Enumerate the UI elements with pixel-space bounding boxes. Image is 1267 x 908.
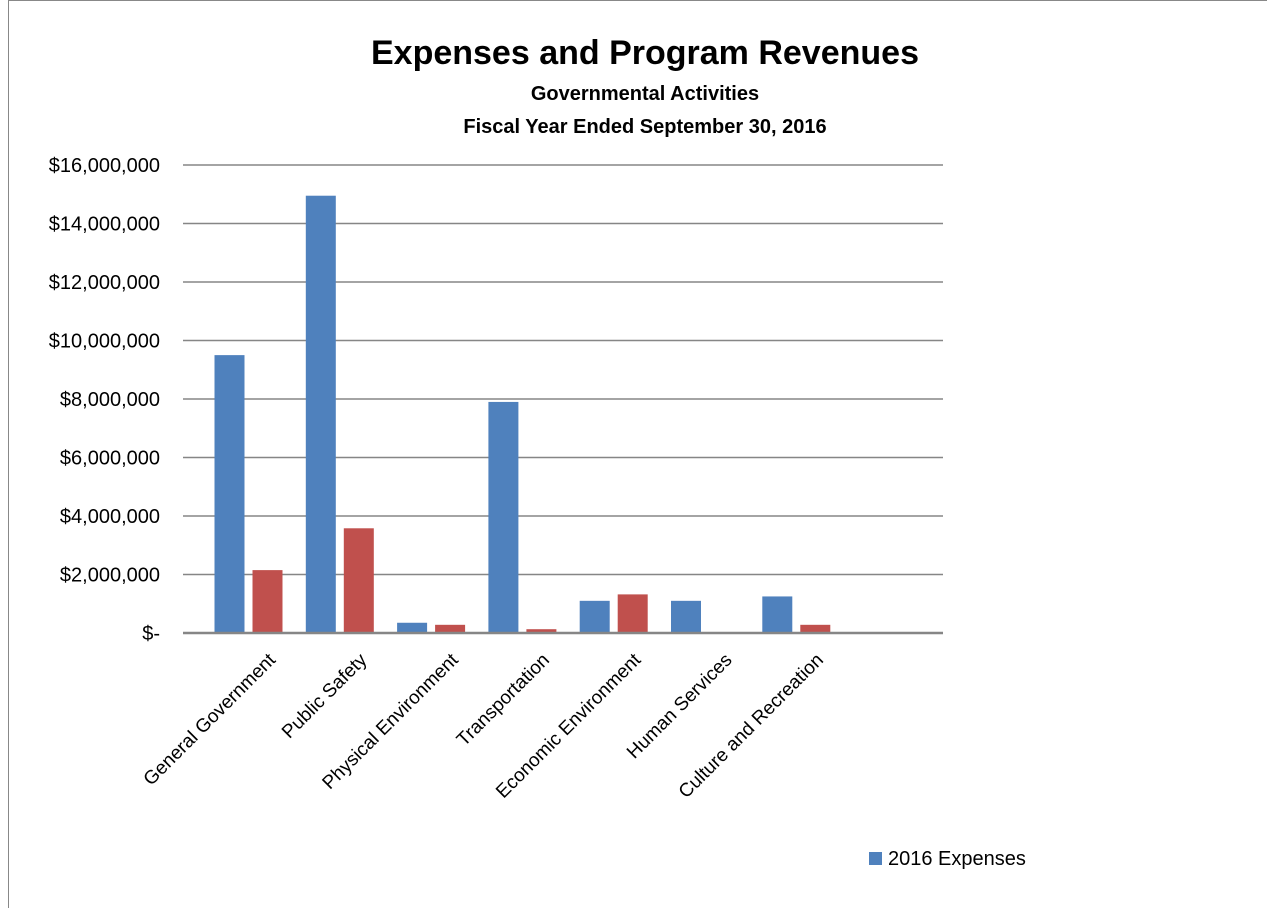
chart-subtitle-2: Fiscal Year Ended September 30, 2016	[463, 116, 826, 138]
y-tick-label: $14,000,000	[49, 214, 160, 236]
bar-series1-2	[435, 624, 466, 633]
legend-label: 2016 Expenses	[888, 848, 1026, 870]
bar-series1-6	[800, 624, 831, 633]
y-tick-label: $16,000,000	[49, 155, 160, 177]
bar-series0-2	[397, 622, 428, 633]
y-tick-label: $-	[142, 623, 160, 645]
y-tick-label: $4,000,000	[60, 506, 160, 528]
bar-series0-5	[671, 600, 701, 633]
y-tick-label: $2,000,000	[60, 565, 160, 587]
chart-frame	[8, 0, 1267, 908]
y-tick-label: $10,000,000	[49, 331, 160, 353]
bar-series0-1	[305, 195, 336, 633]
bar-series1-3	[526, 629, 557, 633]
x-tick-label: Transportation	[453, 650, 554, 751]
bar-series0-3	[488, 401, 519, 633]
bar-series0-0	[214, 355, 245, 633]
bar-series0-6	[762, 596, 793, 633]
x-tick-label: Public Safety	[278, 649, 372, 743]
bar-series1-4	[617, 594, 648, 633]
bar-series1-1	[343, 528, 374, 633]
y-tick-label: $8,000,000	[60, 389, 160, 411]
y-tick-label: $12,000,000	[49, 272, 160, 294]
bars	[214, 195, 831, 633]
bar-series0-4	[579, 600, 610, 633]
chart-subtitle-1: Governmental Activities	[531, 83, 759, 105]
legend-swatch	[869, 852, 882, 865]
chart-title: Expenses and Program Revenues	[371, 34, 919, 72]
y-axis-ticks: $- $2,000,000 $4,000,000 $6,000,000 $8,000,0…	[49, 155, 160, 645]
y-tick-label: $6,000,000	[60, 448, 160, 470]
bar-series1-0	[252, 570, 283, 633]
gridlines	[183, 164, 943, 576]
legend: 2016 Expenses	[869, 848, 1026, 870]
x-tick-label: General Government	[140, 649, 281, 790]
